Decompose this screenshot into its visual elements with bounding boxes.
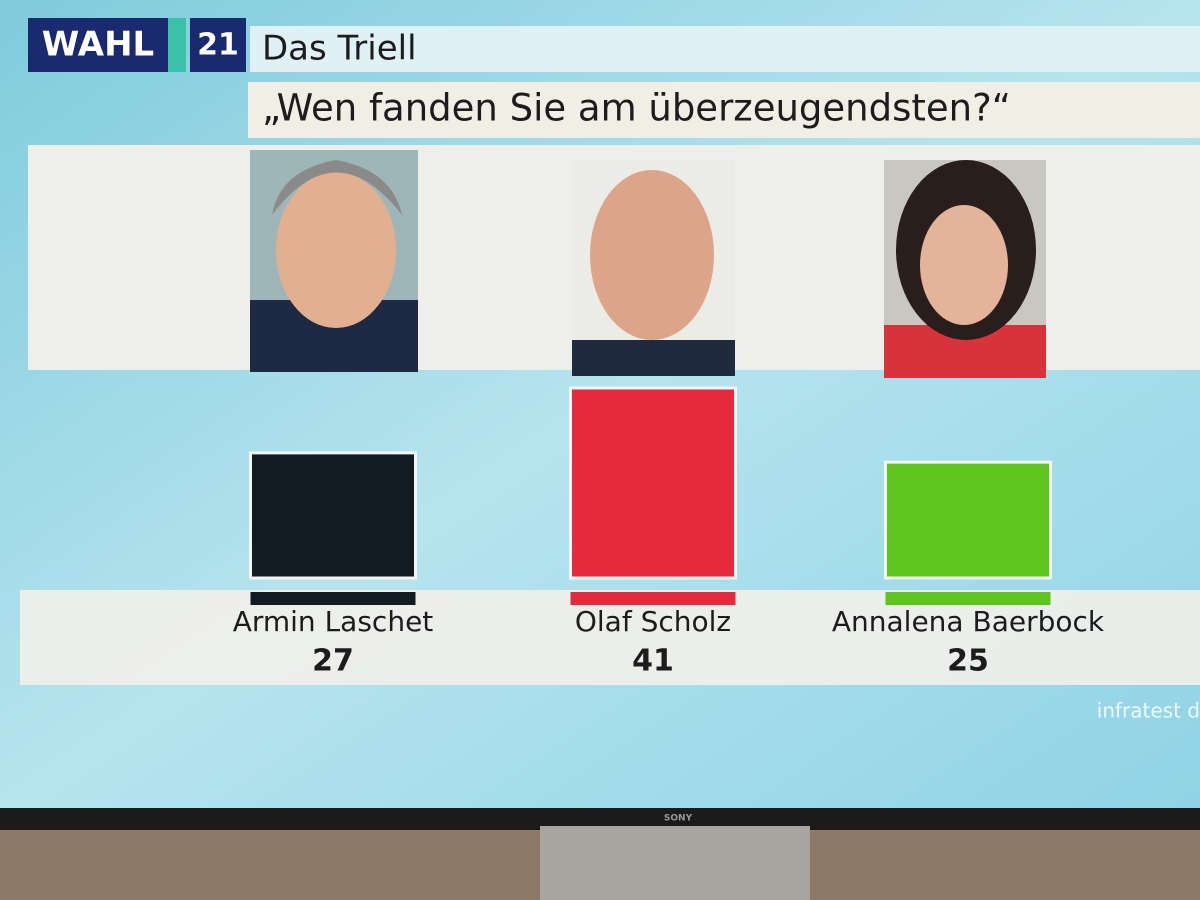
photo (250, 150, 418, 372)
brand: SONY (664, 814, 693, 824)
year-box (190, 18, 246, 72)
category-label: Olaf Scholz (575, 605, 731, 638)
bar (884, 460, 1052, 580)
value-label: 27 (312, 644, 354, 679)
program-band (250, 26, 1200, 72)
category-label: Annalena Baerbock (832, 605, 1105, 638)
source: infratest d (1097, 699, 1200, 723)
photo (572, 160, 735, 376)
photo (884, 160, 1046, 378)
value-label: 25 (947, 644, 989, 679)
logo-box (28, 18, 168, 72)
bar-base (250, 592, 416, 605)
title-band (248, 82, 1200, 138)
value-label: 41 (632, 644, 674, 679)
bar-base (570, 592, 736, 605)
tv-stand (540, 826, 810, 900)
logo-year: 21 (197, 28, 239, 63)
category-label: Armin Laschet (233, 605, 434, 638)
bar (249, 451, 417, 580)
bar (569, 386, 737, 580)
bar-base (885, 592, 1051, 605)
logo-accent (168, 18, 186, 72)
label-band (20, 590, 1200, 685)
tv-bezel (0, 808, 1200, 830)
program: Das Triell (262, 29, 417, 69)
logo: WAHL (42, 25, 154, 65)
chart-title: „Wen fanden Sie am überzeugendsten?“ (262, 87, 1011, 130)
